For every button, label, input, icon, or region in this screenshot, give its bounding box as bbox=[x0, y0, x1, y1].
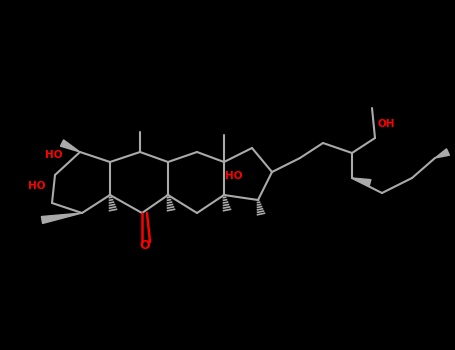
Polygon shape bbox=[61, 140, 80, 152]
Text: OH: OH bbox=[378, 119, 395, 129]
Polygon shape bbox=[435, 149, 450, 158]
Text: HO: HO bbox=[46, 150, 63, 160]
Text: HO: HO bbox=[226, 171, 243, 181]
Polygon shape bbox=[352, 178, 371, 186]
Text: O: O bbox=[139, 239, 150, 252]
Text: HO: HO bbox=[28, 181, 46, 191]
Polygon shape bbox=[41, 213, 82, 223]
